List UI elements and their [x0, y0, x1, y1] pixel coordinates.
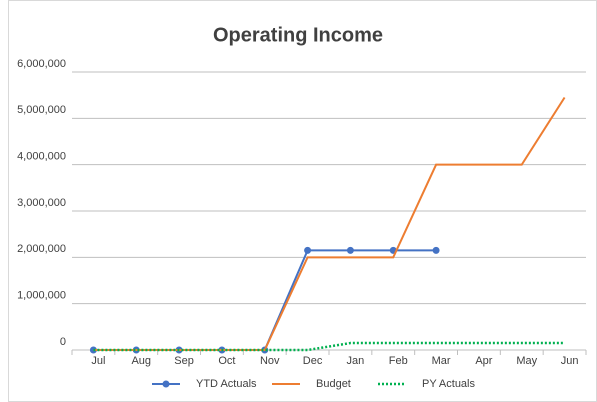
- legend-label: PY Actuals: [422, 378, 475, 390]
- y-tick-label: 0: [60, 336, 66, 348]
- x-tick-label: Oct: [218, 355, 235, 367]
- y-tick-label: 5,000,000: [17, 104, 66, 116]
- y-tick-label: 6,000,000: [17, 58, 66, 70]
- x-tick-label: Mar: [432, 355, 451, 367]
- series-line: [93, 341, 565, 352]
- x-tick-label: Feb: [389, 355, 408, 367]
- x-tick-label: Apr: [475, 355, 492, 367]
- y-tick-label: 2,000,000: [17, 243, 66, 255]
- y-tick-label: 1,000,000: [17, 290, 66, 302]
- x-tick-label: Dec: [303, 355, 323, 367]
- x-tick-label: Jul: [91, 355, 105, 367]
- chart-frame: [8, 0, 597, 402]
- legend-marker: [162, 380, 170, 388]
- x-tick-label: Aug: [131, 355, 151, 367]
- series-marker: [346, 246, 354, 254]
- series-marker: [432, 246, 440, 254]
- x-tick-label: Jan: [347, 355, 365, 367]
- x-tick-label: Jun: [561, 355, 579, 367]
- chart-title: Operating Income: [213, 24, 383, 46]
- x-tick-label: May: [516, 355, 537, 367]
- series-marker: [304, 246, 312, 254]
- legend-label: YTD Actuals: [196, 378, 257, 390]
- x-tick-label: Nov: [260, 355, 280, 367]
- legend-label: Budget: [316, 378, 351, 390]
- x-tick-label: Sep: [174, 355, 194, 367]
- series-line: [93, 96, 566, 351]
- y-tick-label: 4,000,000: [17, 151, 66, 163]
- y-tick-label: 3,000,000: [17, 197, 66, 209]
